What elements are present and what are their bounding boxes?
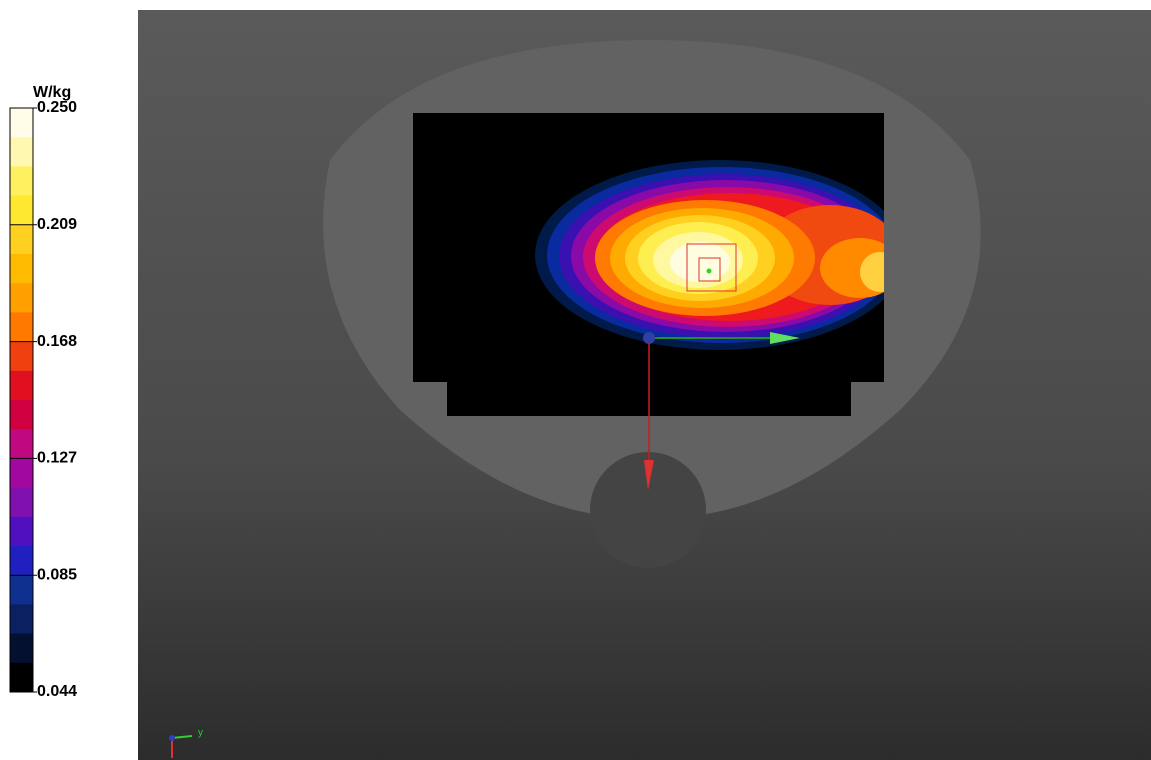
- colorbar-band: [10, 224, 33, 255]
- triad-x: [169, 735, 175, 741]
- triad-y-label: y: [198, 728, 203, 739]
- peak-cube-outer: [686, 243, 737, 292]
- colorbar-band: [10, 283, 33, 313]
- colorbar-band: [10, 166, 33, 197]
- colorbar-band: [10, 487, 33, 518]
- colorbar-unit: W/kg: [33, 84, 71, 101]
- axis-arrow-z-head: [644, 460, 654, 490]
- colorbar-label: 0.044: [37, 683, 77, 700]
- colorbar-band: [10, 341, 33, 372]
- colorbar-band: [10, 662, 33, 693]
- colorbar-band: [10, 312, 33, 343]
- colorbar-label: 0.085: [37, 566, 77, 583]
- colorbar-band: [10, 516, 33, 547]
- phantom-base: [590, 452, 706, 568]
- colorbar-band: [10, 137, 33, 167]
- colorbar-label: 0.127: [37, 450, 77, 467]
- colorbar-label: 0.209: [37, 216, 77, 233]
- triad-y: [171, 735, 193, 739]
- colorbar-band: [10, 575, 33, 605]
- colorbar-band: [10, 633, 33, 664]
- peak-cube-inner: [698, 257, 721, 282]
- viewport: y: [138, 10, 1151, 760]
- colorbar-label: 0.168: [37, 333, 77, 350]
- colorbar: W/kg 0.250 0.209 0.168 0.127 0.085 0.044: [9, 84, 77, 700]
- colorbar-band: [10, 429, 33, 459]
- axis-arrow-y-head: [770, 332, 800, 344]
- axis-triad: y: [169, 728, 203, 758]
- colorbar-band: [10, 195, 33, 226]
- colorbar-label: 0.250: [37, 99, 77, 116]
- colorbar-band: [10, 108, 33, 138]
- colorbar-band: [10, 604, 33, 635]
- colorbar-band: [10, 254, 33, 284]
- peak-point: [706, 268, 712, 274]
- colorbar-band: [10, 546, 33, 576]
- colorbar-band: [10, 370, 33, 401]
- colorbar-band: [10, 458, 33, 489]
- colorbar-band: [10, 400, 33, 430]
- origin: [643, 332, 655, 344]
- sar-distribution: [535, 160, 884, 350]
